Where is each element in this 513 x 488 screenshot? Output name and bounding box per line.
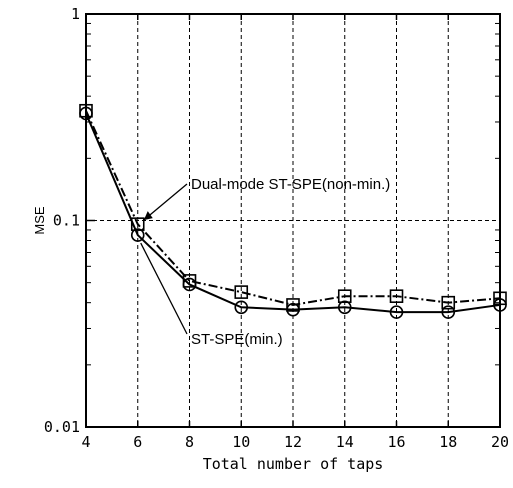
- annotations: Dual-mode ST-SPE(non-min.) ST-SPE(min.): [140, 176, 390, 348]
- y-tick-label: 0.1: [53, 212, 80, 230]
- data-point-square: [389, 289, 404, 303]
- y-tick-label: 1: [71, 5, 80, 23]
- x-tick-label: 4: [81, 433, 90, 451]
- axis-ticks: 4 6 8 10 12 14 16 18 20 0.01 0.1 1: [44, 5, 509, 451]
- annotation-dual-mode: Dual-mode ST-SPE(non-min.): [191, 176, 390, 193]
- data-point-circle: [441, 305, 456, 319]
- x-axis-title: Total number of taps: [203, 455, 384, 473]
- y-tick-label: 0.01: [44, 418, 80, 436]
- x-tick-label: 14: [336, 433, 354, 451]
- data-point-circle: [286, 302, 300, 317]
- data-point-square: [441, 295, 456, 310]
- data-point-circle: [234, 300, 249, 315]
- data-point-circle: [337, 300, 352, 315]
- x-tick-label: 12: [284, 433, 302, 451]
- annotation-st-spe: ST-SPE(min.): [191, 331, 283, 348]
- data-point-square: [337, 289, 352, 303]
- x-tick-label: 18: [439, 433, 457, 451]
- data-point-square: [182, 274, 197, 288]
- grid: [86, 14, 500, 427]
- x-tick-label: 16: [387, 433, 405, 451]
- series-line: [85, 110, 501, 306]
- annotation-arrow-dual-mode: [143, 183, 188, 221]
- series-layer: [79, 103, 507, 319]
- series-line: [85, 113, 501, 314]
- annotation-arrowhead-dual-mode: [143, 211, 153, 221]
- data-point-circle: [389, 305, 404, 319]
- x-tick-label: 20: [491, 433, 509, 451]
- y-axis-title: MSE: [32, 206, 47, 235]
- x-tick-label: 10: [232, 433, 250, 451]
- data-point-square: [286, 298, 300, 312]
- data-point-square: [130, 217, 145, 231]
- data-point-circle: [130, 228, 145, 242]
- annotation-leader-st-spe: [140, 242, 188, 335]
- data-point-square: [234, 285, 249, 299]
- data-point-circle: [182, 277, 197, 292]
- x-tick-label: 8: [185, 433, 194, 451]
- x-tick-label: 6: [133, 433, 142, 451]
